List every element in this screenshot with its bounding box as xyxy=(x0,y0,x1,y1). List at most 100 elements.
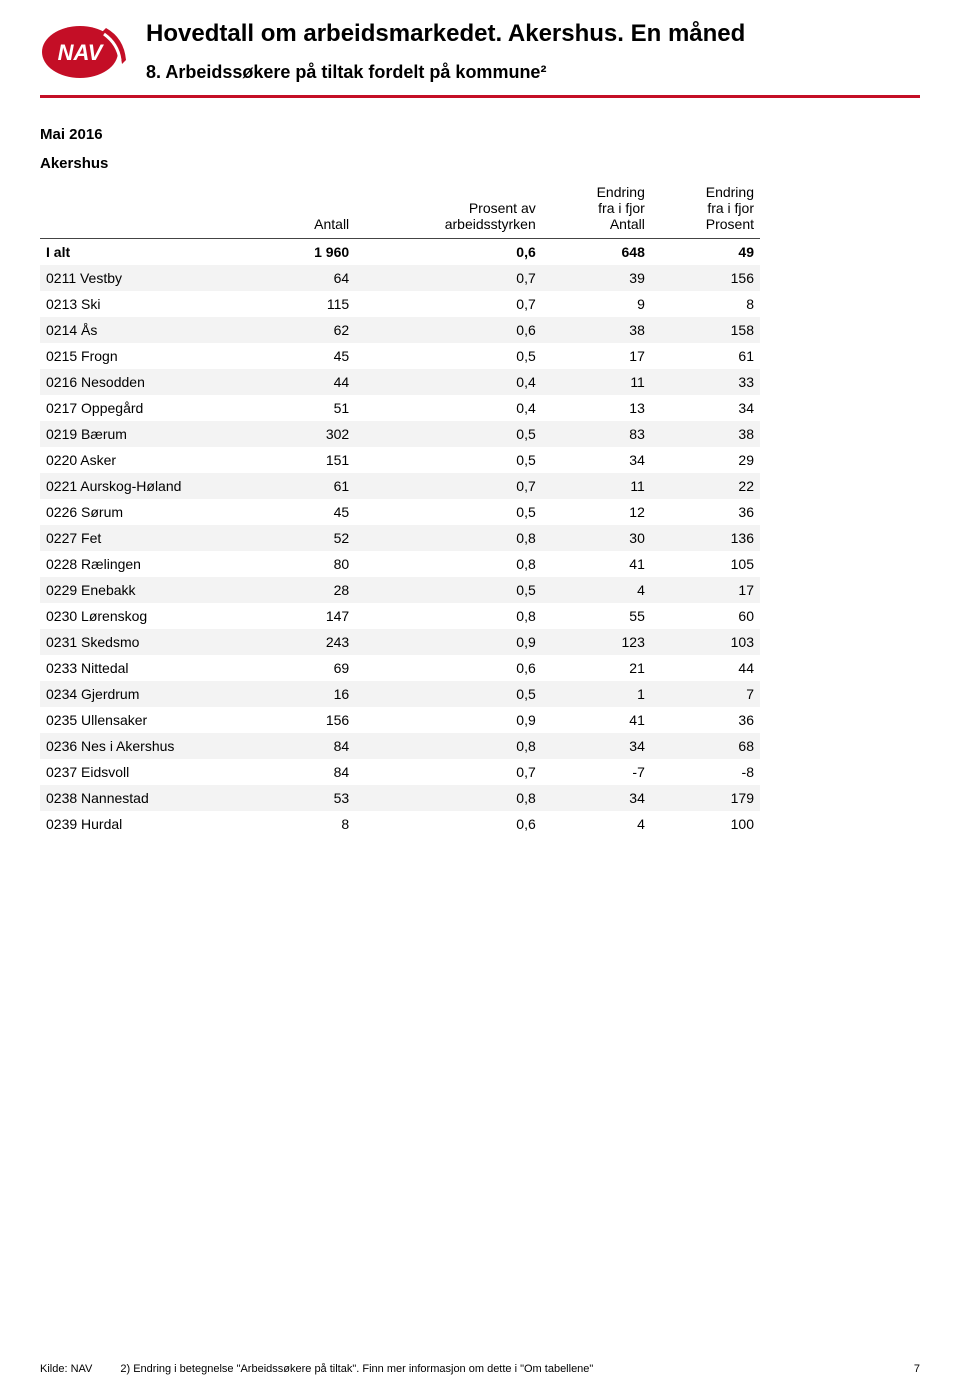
row-value: 0,8 xyxy=(355,603,542,629)
row-value: 38 xyxy=(651,421,760,447)
table-row: 0231 Skedsmo2430,9123103 xyxy=(40,629,760,655)
table-row: 0211 Vestby640,739156 xyxy=(40,265,760,291)
row-value: 21 xyxy=(542,655,651,681)
page-footer: Kilde: NAV 2) Endring i betegnelse "Arbe… xyxy=(40,1363,920,1375)
row-value: 84 xyxy=(270,733,355,759)
row-value: 44 xyxy=(270,369,355,395)
row-value: 0,5 xyxy=(355,447,542,473)
row-value: 16 xyxy=(270,681,355,707)
row-value: 34 xyxy=(542,447,651,473)
row-value: 68 xyxy=(651,733,760,759)
row-label: 0220 Asker xyxy=(40,447,270,473)
row-value: 1 960 xyxy=(270,239,355,266)
row-value: 84 xyxy=(270,759,355,785)
table-row: 0216 Nesodden440,41133 xyxy=(40,369,760,395)
data-table: Antall Prosent avarbeidsstyrken Endringf… xyxy=(40,182,760,837)
row-value: 100 xyxy=(651,811,760,837)
row-value: 45 xyxy=(270,499,355,525)
table-row: 0215 Frogn450,51761 xyxy=(40,343,760,369)
row-value: -8 xyxy=(651,759,760,785)
row-value: 52 xyxy=(270,525,355,551)
row-value: -7 xyxy=(542,759,651,785)
row-value: 4 xyxy=(542,577,651,603)
row-value: 45 xyxy=(270,343,355,369)
row-value: 8 xyxy=(270,811,355,837)
row-value: 61 xyxy=(270,473,355,499)
row-value: 80 xyxy=(270,551,355,577)
row-value: 34 xyxy=(542,733,651,759)
row-label: 0213 Ski xyxy=(40,291,270,317)
row-label: 0217 Oppegård xyxy=(40,395,270,421)
row-label: 0231 Skedsmo xyxy=(40,629,270,655)
table-header-row: Antall Prosent avarbeidsstyrken Endringf… xyxy=(40,182,760,239)
table-row: 0214 Ås620,638158 xyxy=(40,317,760,343)
row-value: 0,5 xyxy=(355,681,542,707)
row-value: 0,6 xyxy=(355,239,542,266)
row-value: 13 xyxy=(542,395,651,421)
row-value: 41 xyxy=(542,551,651,577)
row-value: 11 xyxy=(542,369,651,395)
table-row: 0213 Ski1150,798 xyxy=(40,291,760,317)
row-value: 123 xyxy=(542,629,651,655)
nav-logo: NAV xyxy=(40,24,126,85)
row-value: 0,8 xyxy=(355,551,542,577)
row-value: 49 xyxy=(651,239,760,266)
col-header-endring-antall: Endringfra i fjorAntall xyxy=(542,182,651,239)
page-subtitle: 8. Arbeidssøkere på tiltak fordelt på ko… xyxy=(146,62,745,83)
table-row: 0228 Rælingen800,841105 xyxy=(40,551,760,577)
row-value: 44 xyxy=(651,655,760,681)
row-value: 0,5 xyxy=(355,577,542,603)
col-header-endring-prosent: Endringfra i fjorProsent xyxy=(651,182,760,239)
row-label: 0238 Nannestad xyxy=(40,785,270,811)
table-row: 0235 Ullensaker1560,94136 xyxy=(40,707,760,733)
row-value: 17 xyxy=(542,343,651,369)
row-value: 156 xyxy=(651,265,760,291)
row-value: 179 xyxy=(651,785,760,811)
table-row: 0226 Sørum450,51236 xyxy=(40,499,760,525)
row-value: 0,7 xyxy=(355,265,542,291)
row-label: 0215 Frogn xyxy=(40,343,270,369)
row-label: 0233 Nittedal xyxy=(40,655,270,681)
row-label: 0227 Fet xyxy=(40,525,270,551)
region-label: Akershus xyxy=(40,155,920,172)
row-label: 0216 Nesodden xyxy=(40,369,270,395)
row-value: 156 xyxy=(270,707,355,733)
row-value: 243 xyxy=(270,629,355,655)
row-label: 0236 Nes i Akershus xyxy=(40,733,270,759)
row-label: 0219 Bærum xyxy=(40,421,270,447)
header-rule xyxy=(40,95,920,98)
row-value: 0,9 xyxy=(355,707,542,733)
row-value: 33 xyxy=(651,369,760,395)
row-value: 0,7 xyxy=(355,473,542,499)
row-value: 61 xyxy=(651,343,760,369)
row-value: 69 xyxy=(270,655,355,681)
row-label: 0221 Aurskog-Høland xyxy=(40,473,270,499)
row-value: 8 xyxy=(651,291,760,317)
table-row: 0221 Aurskog-Høland610,71122 xyxy=(40,473,760,499)
row-value: 151 xyxy=(270,447,355,473)
row-value: 0,6 xyxy=(355,317,542,343)
row-value: 60 xyxy=(651,603,760,629)
table-row: 0230 Lørenskog1470,85560 xyxy=(40,603,760,629)
table-row: 0233 Nittedal690,62144 xyxy=(40,655,760,681)
row-value: 55 xyxy=(542,603,651,629)
row-value: 0,5 xyxy=(355,499,542,525)
footer-note: 2) Endring i betegnelse "Arbeidssøkere p… xyxy=(120,1363,593,1375)
page-title: Hovedtall om arbeidsmarkedet. Akershus. … xyxy=(146,20,745,48)
row-value: 11 xyxy=(542,473,651,499)
col-header-blank xyxy=(40,182,270,239)
row-value: 302 xyxy=(270,421,355,447)
row-value: 115 xyxy=(270,291,355,317)
row-value: 51 xyxy=(270,395,355,421)
table-row: 0238 Nannestad530,834179 xyxy=(40,785,760,811)
row-value: 53 xyxy=(270,785,355,811)
period-label: Mai 2016 xyxy=(40,126,920,143)
row-value: 83 xyxy=(542,421,651,447)
row-label: 0229 Enebakk xyxy=(40,577,270,603)
row-value: 17 xyxy=(651,577,760,603)
row-value: 12 xyxy=(542,499,651,525)
table-row: 0220 Asker1510,53429 xyxy=(40,447,760,473)
row-value: 0,8 xyxy=(355,785,542,811)
row-value: 29 xyxy=(651,447,760,473)
row-value: 22 xyxy=(651,473,760,499)
